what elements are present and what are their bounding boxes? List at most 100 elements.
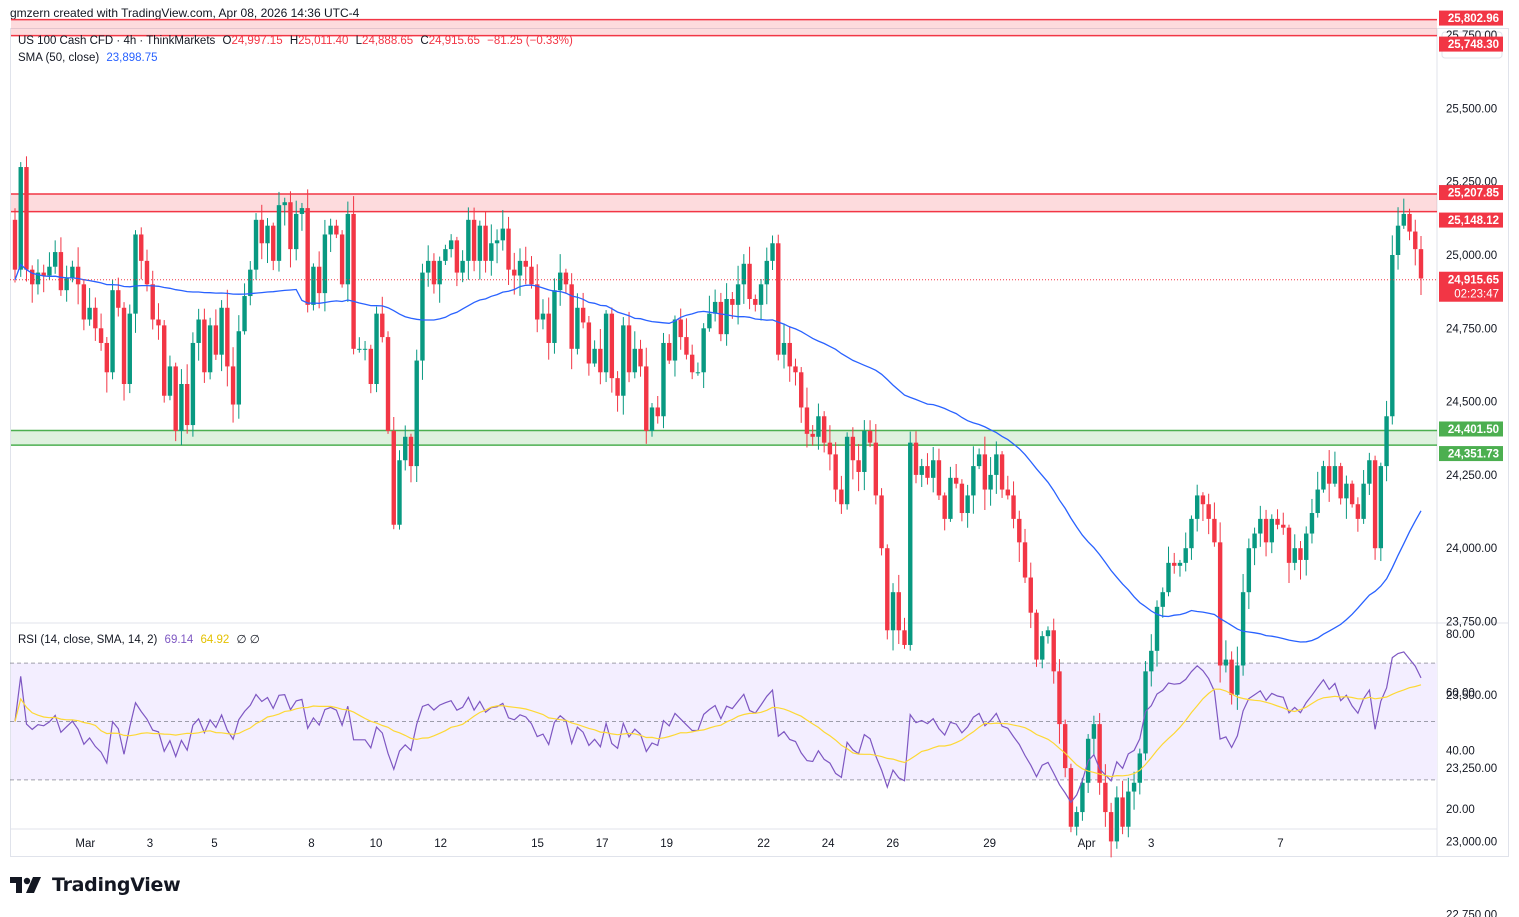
candle-body <box>1022 542 1028 578</box>
rsi-tick-label: 80.00 <box>1446 629 1475 641</box>
candle-body <box>483 225 488 261</box>
candle-body <box>535 284 540 320</box>
rsi-tick-label: 20.00 <box>1446 804 1475 816</box>
legend-o-label: O <box>222 35 232 47</box>
candle-body <box>724 298 729 335</box>
candle-body <box>1017 518 1022 543</box>
candle-body <box>18 167 23 270</box>
candle-body <box>776 243 781 355</box>
candle-body <box>294 213 299 250</box>
candle-body <box>512 269 517 276</box>
rsi-line <box>14 651 1422 804</box>
candle-body <box>219 307 224 355</box>
resistance-zone <box>11 19 1437 36</box>
tradingview-logo-icon <box>10 877 41 893</box>
candle-body <box>1194 495 1200 519</box>
candle-body <box>999 454 1005 490</box>
candle-body <box>764 260 769 285</box>
candle-body <box>328 225 333 235</box>
candle-body <box>575 307 580 349</box>
time-tick-label: 3 <box>147 838 153 850</box>
candle-body <box>75 266 81 285</box>
candle-body <box>196 319 201 343</box>
candle-body <box>586 322 592 364</box>
candle-body <box>1390 255 1395 417</box>
chart-frame <box>10 28 1509 857</box>
candle-body <box>1062 724 1068 769</box>
legend-change: −81.25 (−0.33%) <box>487 35 573 47</box>
candle-body <box>1258 518 1263 534</box>
time-tick-label: 17 <box>596 838 609 850</box>
candle-body <box>1344 483 1349 499</box>
price-tick-label: 25,500.00 <box>1446 103 1497 115</box>
candle-body <box>931 460 936 478</box>
candle-body <box>81 284 87 320</box>
candle-body <box>908 442 913 645</box>
candle-body <box>856 460 861 472</box>
candle-body <box>52 252 58 267</box>
resistance-price-tag <box>1439 212 1503 228</box>
candle-body <box>569 284 574 349</box>
resistance-price-label: 25,748.30 <box>1448 39 1499 51</box>
candle-body <box>494 240 500 244</box>
candle-body <box>1338 466 1343 499</box>
candle-body <box>638 348 643 367</box>
price-tick-label: 24,500.00 <box>1446 397 1497 409</box>
time-tick-label: Mar <box>75 838 95 850</box>
resistance-price-tag <box>1439 36 1503 52</box>
candle-body <box>695 372 701 374</box>
candle-body <box>1349 483 1355 505</box>
rsi-legend-value: 69.14 <box>164 634 194 646</box>
candle-body <box>357 348 362 350</box>
time-tick-label: 29 <box>983 838 996 850</box>
candle-body <box>1372 460 1378 549</box>
candle-body <box>712 301 718 314</box>
candle-body <box>1212 518 1217 543</box>
candle-body <box>466 219 471 261</box>
candle-body <box>959 483 965 514</box>
candle-body <box>253 219 259 270</box>
candle-body <box>787 342 792 367</box>
candle-body <box>414 360 419 467</box>
candle-body <box>678 319 683 338</box>
candle-body <box>1326 466 1332 484</box>
candle-body <box>1309 513 1315 534</box>
candle-body <box>282 202 287 206</box>
candles-group <box>12 156 1424 858</box>
candle-body <box>397 460 402 525</box>
candle-body <box>976 454 982 467</box>
candle-body <box>385 337 391 431</box>
candle-body <box>1051 630 1056 672</box>
candle-body <box>1229 659 1234 695</box>
candle-body <box>156 319 161 326</box>
candle-body <box>839 489 844 505</box>
candle-body <box>850 436 856 461</box>
candle-body <box>1263 518 1269 543</box>
candle-body <box>391 430 396 525</box>
time-tick-label: Apr <box>1078 838 1096 850</box>
candle-body <box>368 348 374 385</box>
resistance-price-label: 25,148.12 <box>1448 215 1499 227</box>
candle-body <box>557 272 563 291</box>
candle-body <box>116 290 121 308</box>
candle-body <box>913 442 919 475</box>
price-tick-label: 24,750.00 <box>1446 323 1497 335</box>
candle-body <box>1074 812 1079 827</box>
candle-body <box>87 307 92 320</box>
tradingview-brand: TradingView <box>52 874 181 896</box>
candle-body <box>1172 562 1177 566</box>
candle-body <box>173 366 178 431</box>
sma-legend-value: 23,898.75 <box>106 52 158 64</box>
candle-body <box>1407 213 1412 232</box>
resistance-price-label: 25,207.85 <box>1448 188 1500 200</box>
candle-body <box>104 342 110 373</box>
price-tick-label: 24,250.00 <box>1446 470 1497 482</box>
candle-body <box>1378 466 1384 549</box>
candle-body <box>1217 542 1223 666</box>
candle-body <box>1206 504 1211 519</box>
candle-body <box>1361 483 1366 519</box>
legend-l-value: 24,888.65 <box>362 35 414 47</box>
rsi-tick-label: 60.00 <box>1446 687 1475 699</box>
candle-body <box>517 260 523 276</box>
